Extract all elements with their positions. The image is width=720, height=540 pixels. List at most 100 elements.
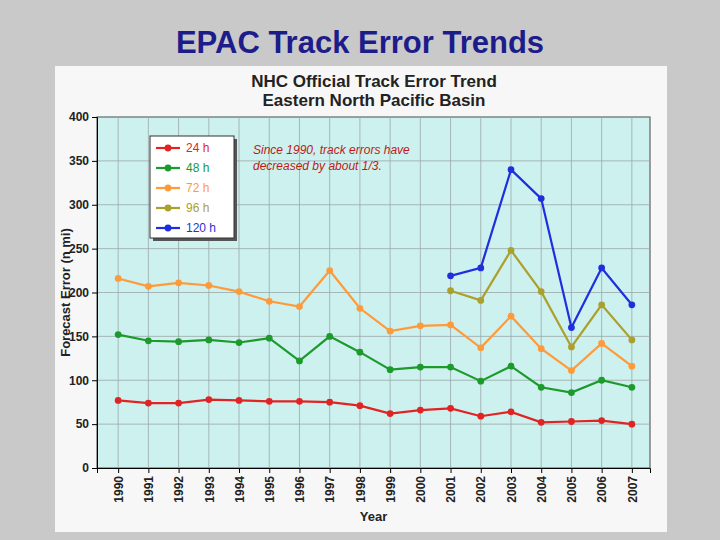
x-tick: 2006: [595, 468, 609, 503]
grid-line-y: [97, 117, 650, 118]
series-point: [598, 417, 605, 424]
x-tick-label: 2007: [626, 476, 640, 503]
legend-marker: [165, 165, 172, 172]
series-point: [538, 419, 545, 426]
series-point: [477, 413, 484, 420]
series-point: [447, 287, 454, 294]
x-tick: 1991: [142, 468, 156, 503]
legend-label: 120 h: [186, 221, 216, 235]
x-tick-mark: [541, 468, 542, 473]
x-tick-mark: [360, 468, 361, 473]
series-point: [568, 324, 575, 331]
grid-line-x: [571, 117, 572, 468]
x-tick-label: 2006: [595, 476, 609, 503]
x-tick-mark: [390, 468, 391, 473]
x-tick-mark: [632, 468, 633, 473]
y-axis-line: [92, 118, 98, 469]
grid-line-x: [148, 117, 149, 468]
y-tick-mark: [92, 161, 97, 162]
x-tick-label: 1999: [384, 476, 398, 503]
series-point: [175, 400, 182, 407]
x-tick-label: 1997: [323, 476, 337, 503]
x-axis-line: [98, 469, 651, 474]
series-point: [205, 337, 212, 344]
grid-line-y: [97, 292, 650, 293]
series-point: [538, 345, 545, 352]
y-tick-label: 350: [69, 154, 89, 168]
series-point: [417, 407, 424, 414]
y-tick-mark: [92, 380, 97, 381]
x-tick-label: 2005: [565, 476, 579, 503]
annotation: decreased by about 1/3.: [253, 159, 382, 173]
x-tick-label: 1996: [293, 476, 307, 503]
x-tick: 1992: [172, 468, 186, 503]
x-tick-mark: [602, 468, 603, 473]
marks: [115, 166, 635, 427]
series-point: [568, 344, 575, 351]
y-tick-mark: [92, 468, 97, 469]
x-tick: 2003: [505, 468, 519, 503]
series-point: [477, 297, 484, 304]
slide-background: [0, 0, 720, 540]
series-line: [118, 400, 632, 425]
y-tick-label: 50: [76, 417, 90, 431]
x-tick-label: 2002: [474, 476, 488, 503]
series-point: [357, 402, 364, 409]
series-point: [508, 313, 515, 320]
y-tick-mark: [92, 424, 97, 425]
y-tick-label: 300: [69, 198, 89, 212]
series-point: [205, 282, 212, 289]
y-tick: 0: [82, 461, 97, 475]
plot-area: [97, 117, 650, 468]
series-point: [296, 398, 303, 405]
series-point: [417, 364, 424, 371]
series-point: [115, 275, 122, 282]
x-tick: 1997: [323, 468, 337, 503]
y-tick-label: 400: [69, 110, 89, 124]
series-line: [451, 170, 632, 328]
x-tick-mark: [511, 468, 512, 473]
series-point: [266, 298, 273, 305]
series-line: [118, 271, 632, 371]
x-tick: 1993: [203, 468, 217, 503]
series-point: [538, 195, 545, 202]
y-tick: 100: [69, 374, 97, 388]
series-point: [568, 367, 575, 374]
x-tick: 2005: [565, 468, 579, 503]
legend-label: 24 h: [186, 141, 209, 155]
series-point: [628, 421, 635, 428]
x-tick-mark: [571, 468, 572, 473]
series-point: [145, 400, 152, 407]
series-point: [477, 344, 484, 351]
x-tick: 1994: [233, 468, 247, 503]
x-tick: 1995: [263, 468, 277, 503]
series-point: [508, 166, 515, 173]
series-point: [266, 398, 273, 405]
grid-line-x: [118, 117, 119, 468]
series-point: [598, 301, 605, 308]
series-point: [628, 301, 635, 308]
series-point: [447, 322, 454, 329]
grid: [97, 117, 650, 468]
grid-line-y: [97, 424, 650, 425]
y-tick-label: 0: [82, 461, 89, 475]
x-tick-mark: [179, 468, 180, 473]
y-axis-title: Forecast Error (n mi): [58, 228, 73, 357]
legend-label: 72 h: [186, 181, 209, 195]
series-point: [447, 405, 454, 412]
series-point: [568, 418, 575, 425]
series-point: [145, 283, 152, 290]
legend-box: [150, 136, 234, 238]
series-point: [508, 247, 515, 254]
y-tick: 250: [69, 242, 97, 256]
series-point: [236, 288, 243, 295]
x-tick: 2007: [626, 468, 640, 503]
series-point: [628, 384, 635, 391]
x-tick-label: 1990: [112, 476, 126, 503]
x-tick-label: 2001: [444, 476, 458, 503]
x-tick: 2001: [444, 468, 458, 503]
series-point: [115, 331, 122, 338]
x-tick-mark: [148, 468, 149, 473]
x-tick-mark: [239, 468, 240, 473]
series-point: [477, 265, 484, 272]
